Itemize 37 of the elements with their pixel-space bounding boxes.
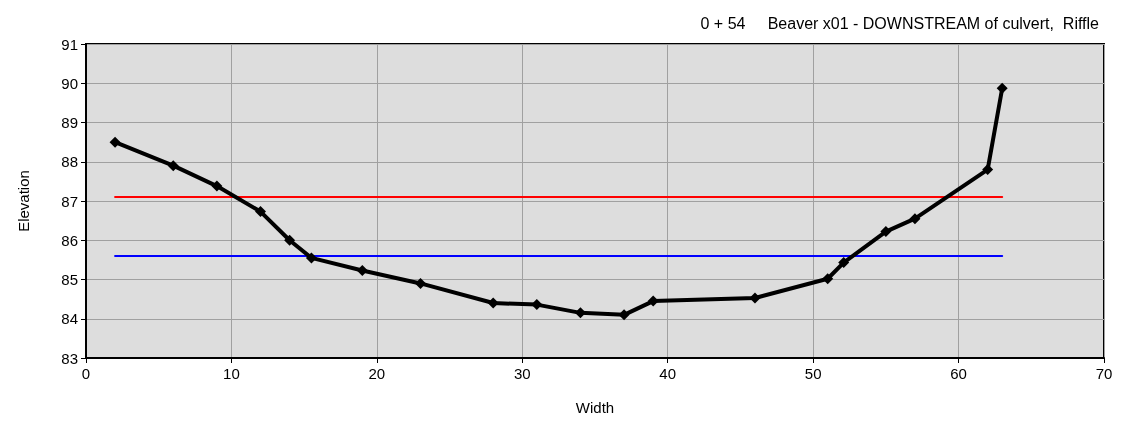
point — [305, 252, 317, 264]
y-axis-title: Elevation — [15, 170, 32, 232]
point — [414, 277, 426, 289]
point — [909, 213, 921, 225]
point — [487, 297, 499, 309]
x-tick-label: 50 — [804, 365, 822, 382]
y-tick-label: 90 — [61, 74, 78, 92]
point — [167, 160, 179, 172]
x-tick-label: 30 — [513, 365, 531, 382]
x-tick-label: 70 — [1095, 365, 1113, 382]
point — [822, 273, 834, 285]
point — [838, 257, 850, 269]
point — [109, 136, 121, 148]
y-tick-label: 84 — [61, 310, 78, 328]
chart-title: 0 + 54 Beaver x01 - DOWNSTREAM of culvert, Riffle — [700, 14, 1100, 32]
y-tick-label: 91 — [61, 35, 78, 53]
y-tick-label: 85 — [61, 271, 78, 288]
y-tick-label: 89 — [61, 114, 78, 131]
point — [255, 206, 267, 218]
y-tick-label: 83 — [61, 349, 78, 367]
point — [982, 164, 994, 176]
x-tick-label: 20 — [368, 365, 386, 382]
x-tick-label: 40 — [659, 365, 677, 382]
x-tick-label: 60 — [950, 365, 967, 382]
y-tick-label: 88 — [61, 153, 78, 171]
point — [996, 82, 1008, 94]
x-tick-label: 0 — [81, 365, 91, 382]
y-tick-label: 86 — [61, 231, 78, 249]
point — [880, 226, 892, 238]
x-axis-title: Width — [575, 399, 615, 416]
x-tick-label: 10 — [223, 365, 240, 382]
point — [749, 292, 761, 304]
point — [284, 234, 296, 246]
point — [356, 264, 368, 276]
point — [211, 180, 223, 192]
point — [647, 295, 659, 307]
y-tick-label: 87 — [61, 192, 78, 210]
